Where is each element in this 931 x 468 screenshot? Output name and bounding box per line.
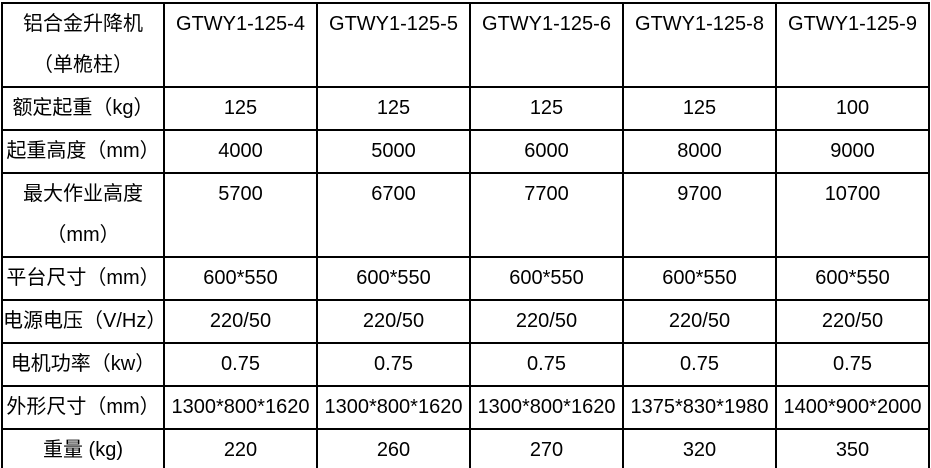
corner-line1: 铝合金升降机 bbox=[23, 13, 143, 35]
table-cell: 220/50 bbox=[622, 299, 777, 344]
table-row: 电机功率（kw） 0.75 0.75 0.75 0.75 0.75 bbox=[1, 342, 930, 387]
table-cell: 7700 bbox=[469, 172, 624, 258]
table-cell: 600*550 bbox=[469, 256, 624, 301]
table-cell: 1400*900*2000 bbox=[775, 385, 930, 430]
table-cell: 9700 bbox=[622, 172, 777, 258]
table-cell: 0.75 bbox=[316, 342, 471, 387]
table-cell: 1375*830*1980 bbox=[622, 385, 777, 430]
table-cell: 600*550 bbox=[622, 256, 777, 301]
row-label: 重量 (kg) bbox=[1, 428, 165, 468]
row-label: 电机功率（kw） bbox=[1, 342, 165, 387]
table-row: 电源电压（V/Hz） 220/50 220/50 220/50 220/50 2… bbox=[1, 299, 930, 344]
table-cell: 270 bbox=[469, 428, 624, 468]
table-cell: 125 bbox=[316, 86, 471, 131]
table-cell: 6000 bbox=[469, 129, 624, 174]
table-row: 额定起重（kg） 125 125 125 125 100 bbox=[1, 86, 930, 131]
table-cell: 220 bbox=[163, 428, 318, 468]
table-cell: 600*550 bbox=[775, 256, 930, 301]
table-row: 起重高度（mm） 4000 5000 6000 8000 9000 bbox=[1, 129, 930, 174]
column-header-model: GTWY1-125-4 bbox=[163, 2, 318, 88]
row-label: 最大作业高度 （mm） bbox=[1, 172, 165, 258]
row-label-line1: 最大作业高度 bbox=[23, 183, 143, 205]
table-row: 重量 (kg) 220 260 270 320 350 bbox=[1, 428, 930, 468]
table-cell: 220/50 bbox=[775, 299, 930, 344]
table-cell: 0.75 bbox=[775, 342, 930, 387]
column-header-model: GTWY1-125-6 bbox=[469, 2, 624, 88]
column-header-model: GTWY1-125-8 bbox=[622, 2, 777, 88]
column-header-model: GTWY1-125-9 bbox=[775, 2, 930, 88]
table-cell: 100 bbox=[775, 86, 930, 131]
table-cell: 0.75 bbox=[469, 342, 624, 387]
table-cell: 4000 bbox=[163, 129, 318, 174]
row-label: 起重高度（mm） bbox=[1, 129, 165, 174]
row-label: 额定起重（kg） bbox=[1, 86, 165, 131]
table-cell: 220/50 bbox=[469, 299, 624, 344]
table-cell: 9000 bbox=[775, 129, 930, 174]
table-cell: 600*550 bbox=[316, 256, 471, 301]
table-cell: 125 bbox=[163, 86, 318, 131]
table-cell: 125 bbox=[622, 86, 777, 131]
table-row: 最大作业高度 （mm） 5700 6700 7700 9700 10700 bbox=[1, 172, 930, 258]
table-cell: 125 bbox=[469, 86, 624, 131]
row-label-line2: （mm） bbox=[46, 224, 120, 246]
table-header-row: 铝合金升降机 （单桅柱） GTWY1-125-4 GTWY1-125-5 GTW… bbox=[1, 2, 930, 88]
corner-cell: 铝合金升降机 （单桅柱） bbox=[1, 2, 165, 88]
table-row: 外形尺寸（mm） 1300*800*1620 1300*800*1620 130… bbox=[1, 385, 930, 430]
table-cell: 8000 bbox=[622, 129, 777, 174]
table-cell: 350 bbox=[775, 428, 930, 468]
table-cell: 320 bbox=[622, 428, 777, 468]
corner-line2: （单桅柱） bbox=[33, 54, 133, 76]
table-cell: 10700 bbox=[775, 172, 930, 258]
table-cell: 600*550 bbox=[163, 256, 318, 301]
table-cell: 260 bbox=[316, 428, 471, 468]
table-cell: 1300*800*1620 bbox=[469, 385, 624, 430]
row-label: 电源电压（V/Hz） bbox=[1, 299, 165, 344]
table-cell: 0.75 bbox=[622, 342, 777, 387]
table-cell: 1300*800*1620 bbox=[316, 385, 471, 430]
table-cell: 5000 bbox=[316, 129, 471, 174]
table-cell: 220/50 bbox=[316, 299, 471, 344]
column-header-model: GTWY1-125-5 bbox=[316, 2, 471, 88]
row-label: 平台尺寸（mm） bbox=[1, 256, 165, 301]
table-row: 平台尺寸（mm） 600*550 600*550 600*550 600*550… bbox=[1, 256, 930, 301]
table-cell: 220/50 bbox=[163, 299, 318, 344]
table-cell: 5700 bbox=[163, 172, 318, 258]
table-cell: 1300*800*1620 bbox=[163, 385, 318, 430]
table-cell: 0.75 bbox=[163, 342, 318, 387]
table-cell: 6700 bbox=[316, 172, 471, 258]
row-label: 外形尺寸（mm） bbox=[1, 385, 165, 430]
